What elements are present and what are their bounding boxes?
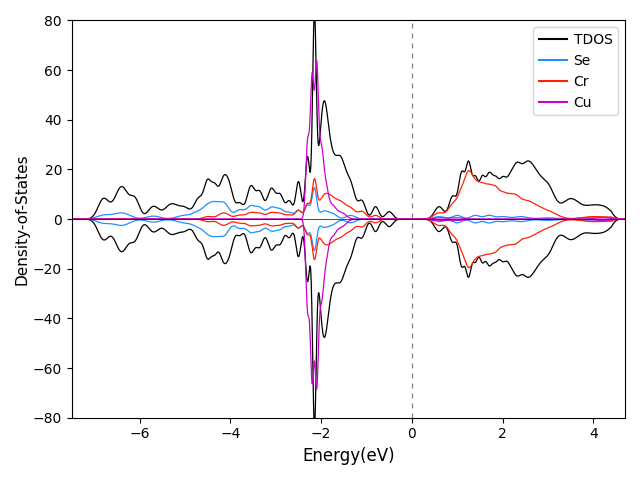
Legend: TDOS, Se, Cr, Cu: TDOS, Se, Cr, Cu: [533, 27, 618, 115]
Y-axis label: Density-of-States: Density-of-States: [15, 153, 30, 285]
X-axis label: Energy(eV): Energy(eV): [302, 447, 395, 465]
